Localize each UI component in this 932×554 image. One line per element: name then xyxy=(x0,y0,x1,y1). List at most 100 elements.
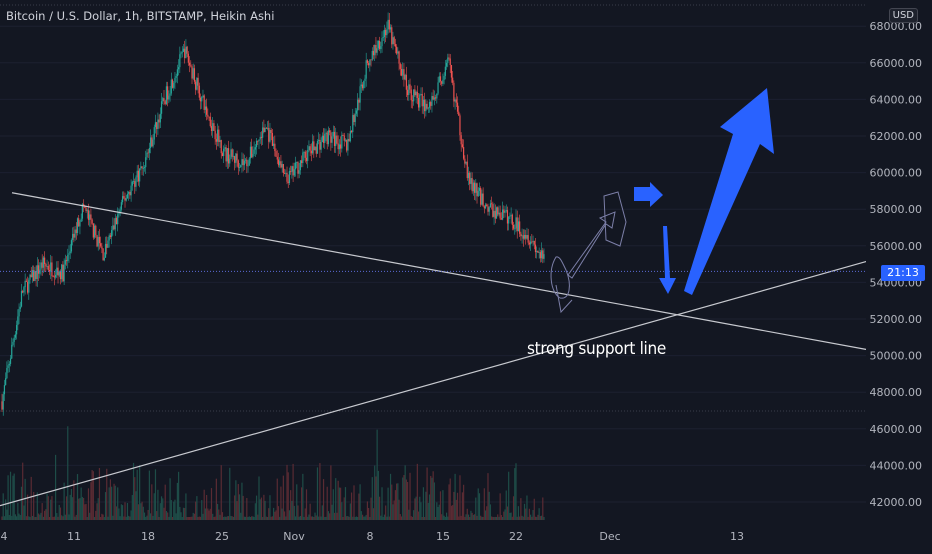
volume-bar xyxy=(427,502,429,520)
candle-body xyxy=(143,167,146,169)
volume-bar xyxy=(277,506,280,520)
volume-bar xyxy=(441,514,443,520)
candle-body xyxy=(54,274,57,278)
volume-bar xyxy=(290,490,292,520)
drawing-annotations[interactable] xyxy=(550,88,774,314)
volume-bar xyxy=(153,493,155,520)
volume-bar xyxy=(45,509,47,520)
volume-bar xyxy=(388,516,390,520)
volume-bar xyxy=(70,488,73,520)
volume-bar xyxy=(131,495,133,520)
volume-bar xyxy=(538,508,540,520)
support-trendline[interactable] xyxy=(0,259,871,507)
candle-body xyxy=(505,210,507,212)
candle-body xyxy=(402,69,404,76)
candle-body xyxy=(85,207,87,212)
volume-bar xyxy=(92,471,94,520)
trend-lines[interactable] xyxy=(0,192,871,507)
candle-body xyxy=(396,46,398,54)
volume-bar xyxy=(207,508,209,520)
candle-body xyxy=(316,141,319,154)
hand-drawn-circle[interactable] xyxy=(550,256,570,299)
candle-body xyxy=(262,127,264,138)
volume-bar xyxy=(433,482,435,520)
volume-bar xyxy=(374,465,376,520)
candle-body xyxy=(80,218,82,222)
volume-bar xyxy=(493,516,495,520)
volume-bar xyxy=(197,516,199,520)
volume-bar xyxy=(481,516,483,520)
candle-body xyxy=(191,66,193,79)
candle-body xyxy=(173,82,175,88)
blue-down-arrow[interactable] xyxy=(659,226,676,294)
volume-bar xyxy=(327,511,330,520)
blue-right-arrow[interactable] xyxy=(634,182,663,207)
volume-bar xyxy=(139,465,141,520)
volume-bar xyxy=(515,463,517,520)
volume-bar xyxy=(523,503,526,520)
volume-bar xyxy=(128,515,130,520)
time-axis[interactable]: 4 11 18 25 Nov 8 15 22 Dec 13 xyxy=(0,520,932,550)
volume-bar xyxy=(536,516,538,520)
price-tick-label: 46000.00 xyxy=(870,423,923,436)
volume-bar xyxy=(383,514,386,520)
volume-bar xyxy=(410,516,412,520)
candle-body xyxy=(5,378,7,386)
volume-bar xyxy=(380,515,382,520)
candle-body xyxy=(76,218,79,233)
volume-bar xyxy=(107,516,109,520)
candle-body xyxy=(436,93,438,99)
volume-bar xyxy=(80,487,82,520)
volume-bar xyxy=(102,514,104,520)
volume-bar xyxy=(303,516,305,520)
hand-drawn-up-arrow[interactable] xyxy=(567,211,616,279)
support-line-annotation[interactable]: strong support line xyxy=(527,339,666,359)
currency-badge[interactable]: USD xyxy=(888,8,918,23)
candle-body xyxy=(208,116,210,118)
candle-body xyxy=(459,115,461,136)
candle-body xyxy=(398,51,400,64)
volume-bar xyxy=(408,509,410,520)
volume-bar xyxy=(91,470,93,520)
candle-body xyxy=(53,276,55,278)
candle-body xyxy=(374,44,376,56)
candle-body xyxy=(70,240,73,252)
candle-body xyxy=(190,65,192,67)
candle-body xyxy=(455,99,457,103)
volume-bar xyxy=(210,488,213,520)
volume-bar xyxy=(52,516,54,520)
candle-body xyxy=(137,170,140,182)
volume-bar xyxy=(31,515,34,520)
candle-body xyxy=(435,97,437,99)
volume-bar xyxy=(234,495,236,520)
candle-body xyxy=(134,181,136,187)
volume-bar xyxy=(114,485,116,520)
candle-body xyxy=(448,57,450,59)
candle-body xyxy=(188,62,191,66)
volume-bar xyxy=(9,471,12,520)
hand-drawn-box[interactable] xyxy=(603,191,627,247)
blue-up-arrow[interactable] xyxy=(684,88,774,295)
hand-drawn-mark[interactable] xyxy=(555,284,573,314)
volume-bar xyxy=(499,493,501,520)
candle-body xyxy=(119,209,121,213)
volume-bar xyxy=(103,516,105,520)
volume-bar xyxy=(238,494,241,520)
candle-body xyxy=(79,221,81,227)
volume-bar xyxy=(463,484,465,520)
candle-body xyxy=(159,113,161,123)
candle-body xyxy=(25,280,27,282)
volume-bar xyxy=(30,476,32,520)
volume-bar xyxy=(265,516,267,520)
candle-body xyxy=(103,257,105,261)
candle-body xyxy=(236,153,238,161)
volume-bar xyxy=(405,479,407,520)
candle-body xyxy=(17,316,19,326)
candle-body xyxy=(445,62,448,67)
volume-bar xyxy=(214,516,216,520)
candle-body xyxy=(246,159,248,166)
volume-bar xyxy=(243,516,245,520)
volume-bar xyxy=(62,516,64,520)
